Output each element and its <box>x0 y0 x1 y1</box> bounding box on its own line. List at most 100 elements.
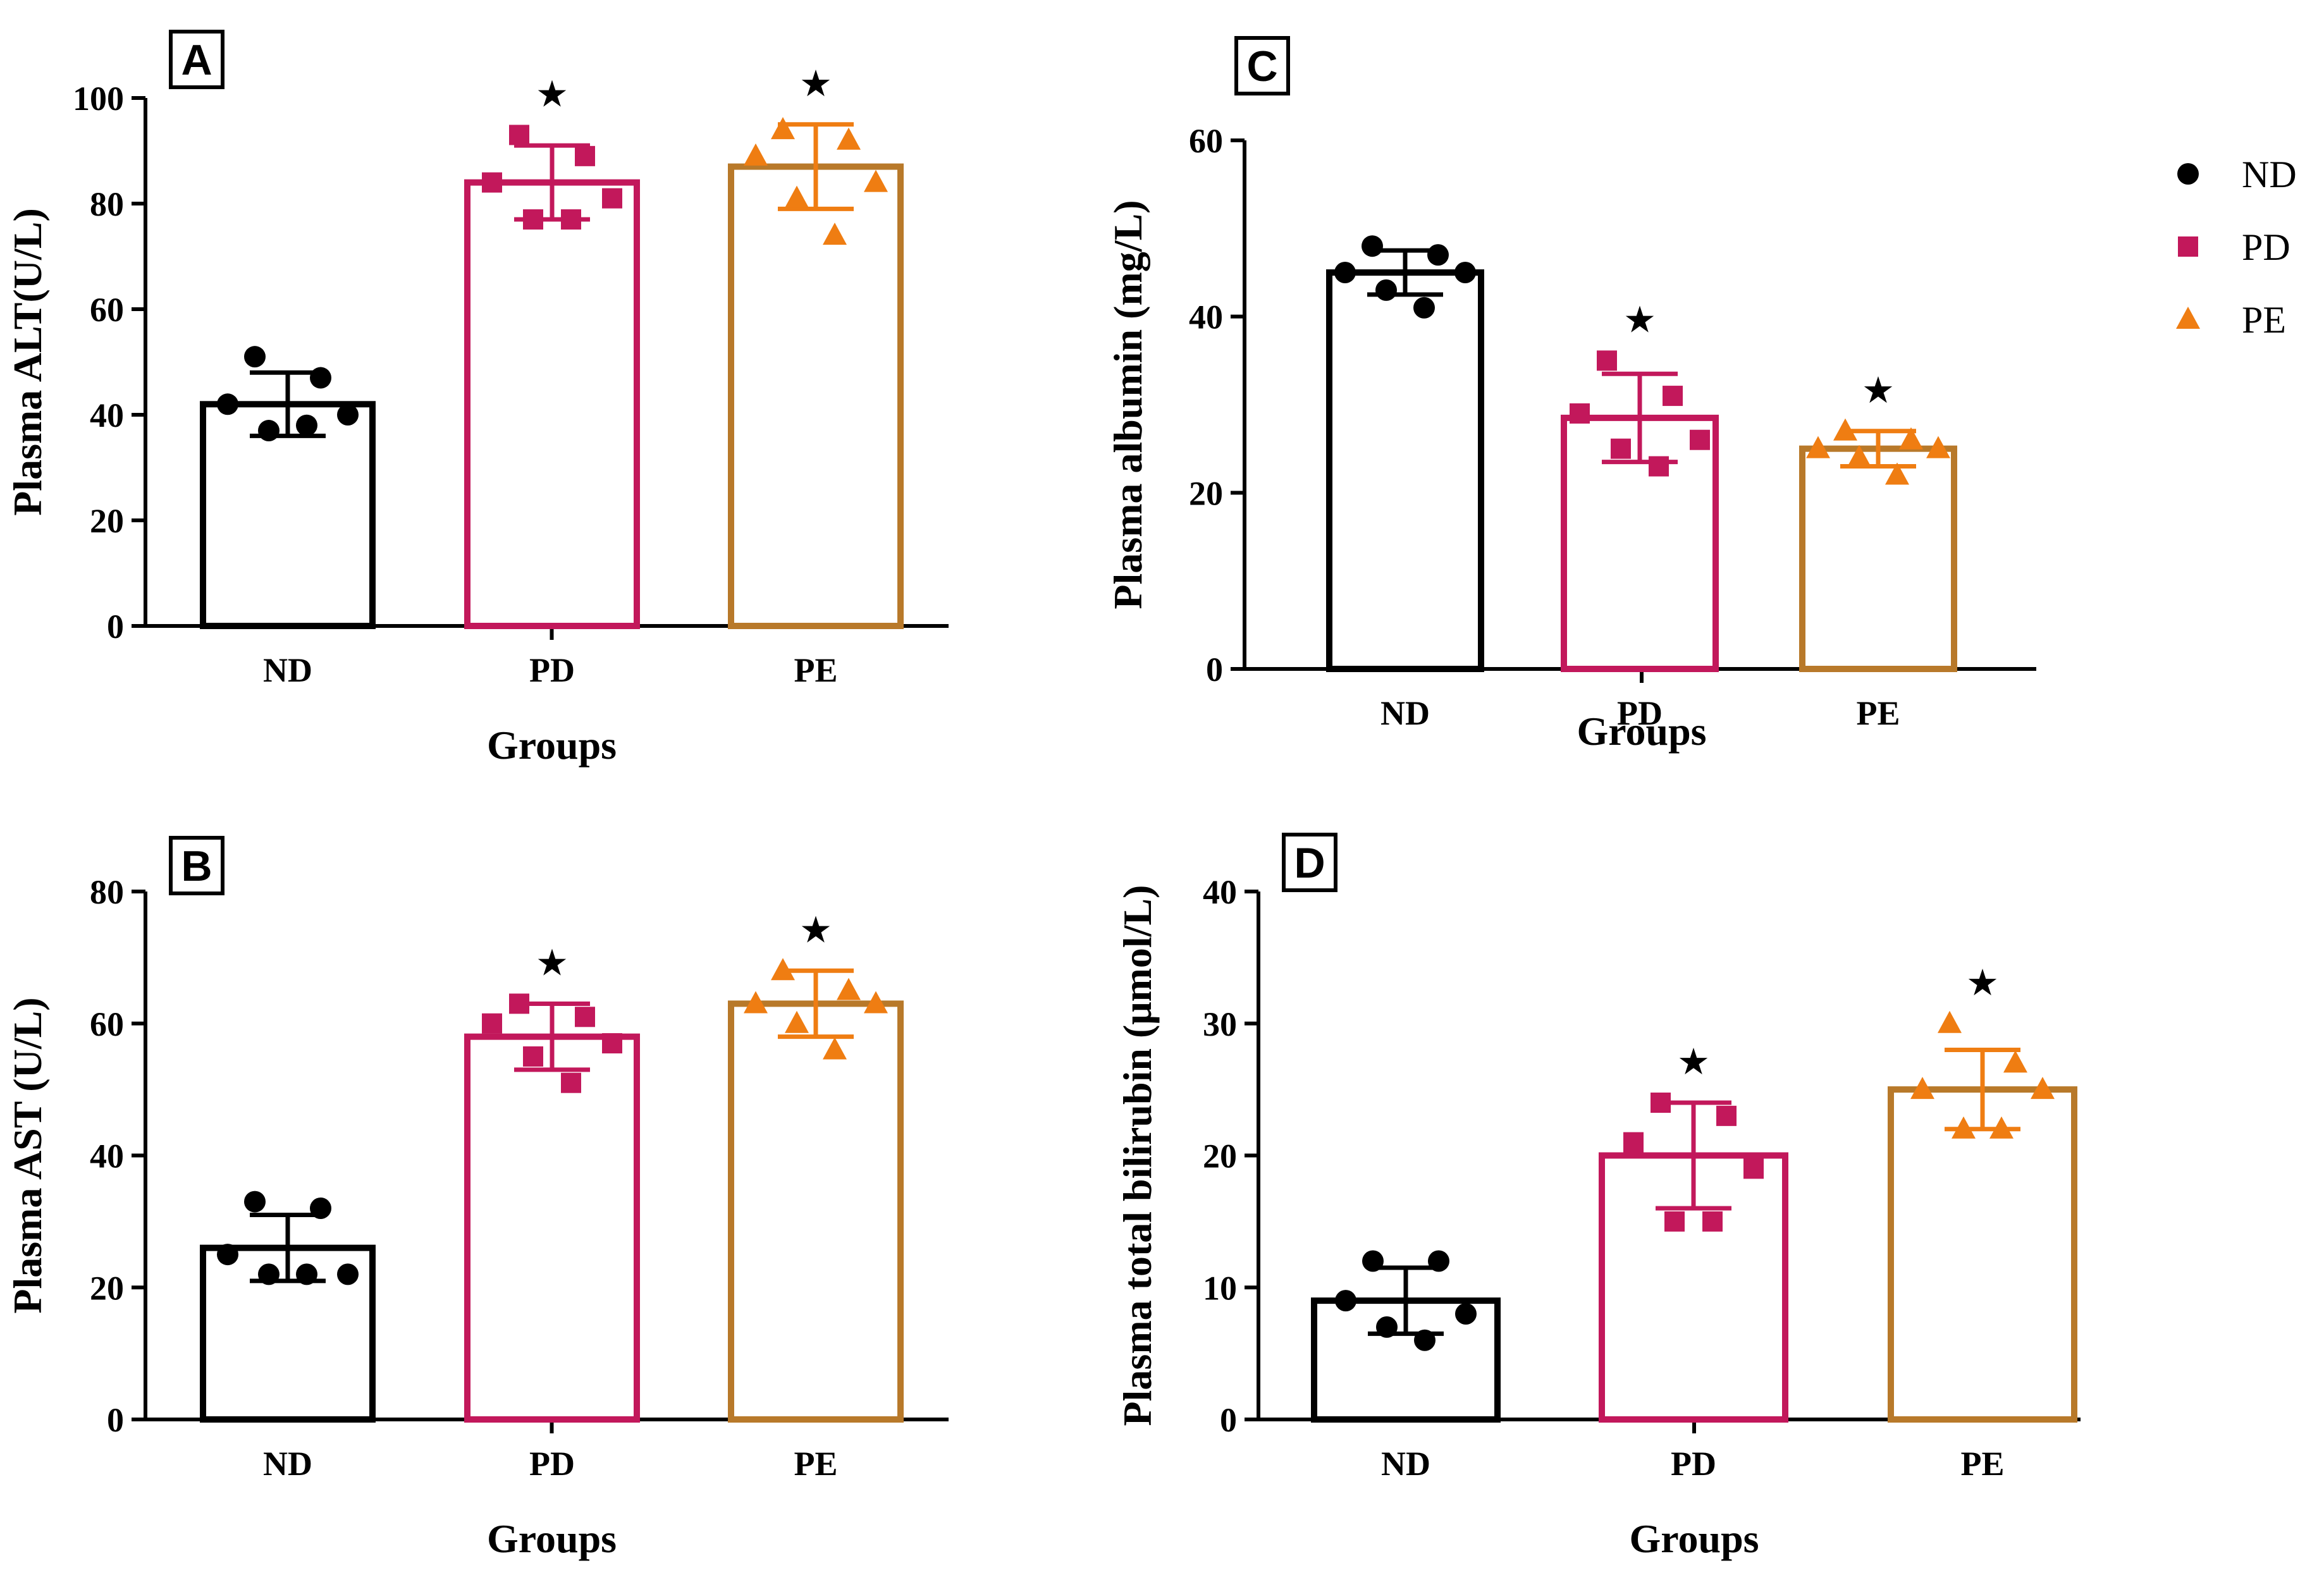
panel-letter: A <box>181 36 212 84</box>
y-tick-label: 20 <box>1203 1137 1237 1175</box>
data-point-pe <box>1899 427 1923 450</box>
y-tick-label: 100 <box>73 80 124 118</box>
data-point-nd <box>217 393 238 415</box>
data-point-pe <box>744 991 768 1014</box>
data-point-pe <box>1926 436 1950 458</box>
data-point-pe <box>771 117 795 140</box>
data-point-pe <box>1938 1010 1962 1033</box>
panel-letter: D <box>1294 839 1325 887</box>
data-point-pe <box>1952 1116 1976 1139</box>
panel-c: 0 20 40 60 ND PD ★ PE ★ Groups Plasma albumin (mg/… <box>1105 36 2036 754</box>
data-point-pd <box>1716 1105 1737 1126</box>
y-tick-label: 40 <box>1203 873 1237 911</box>
y-axis-title: Plasma ALT(U/L) <box>5 208 50 516</box>
data-point-pe <box>785 1010 809 1033</box>
bar-pe <box>728 163 904 629</box>
panel-a: 0 20 40 60 80 100 ND PD ★ PE ★ Groups Plasma ALT(U/L… <box>5 30 949 768</box>
panel-d: 0 10 20 30 40 ND PD ★ PE ★ Groups Plasma total bili… <box>1115 833 2081 1561</box>
data-point-nd <box>1362 235 1383 257</box>
y-tick-label: 20 <box>90 502 124 540</box>
data-point-pd <box>575 1007 595 1027</box>
bar-nd <box>1326 269 1484 672</box>
data-point-nd <box>296 1263 317 1285</box>
data-point-pe <box>1910 1077 1934 1100</box>
x-tick-label: PD <box>1617 694 1663 732</box>
y-axis-title: Plasma AST (U/L) <box>5 997 50 1313</box>
data-point-pe <box>864 991 888 1014</box>
data-point-pd <box>523 209 543 230</box>
data-point-pd <box>1570 403 1590 424</box>
x-tick-label: PE <box>1960 1445 2004 1483</box>
panel-letter-box <box>169 836 224 895</box>
data-point-pe <box>837 977 861 1000</box>
y-tick-label: 80 <box>90 873 124 911</box>
legend: ND PD PE <box>2176 154 2297 341</box>
y-tick-label: 60 <box>90 291 124 329</box>
data-point-pd <box>1702 1211 1723 1232</box>
significance-star: ★ <box>536 941 569 984</box>
x-axis-title: Groups <box>487 1516 617 1561</box>
data-point-pd <box>523 1046 543 1067</box>
data-point-pe <box>823 223 847 245</box>
data-point-nd <box>217 1244 238 1266</box>
bar-pe <box>1799 445 1957 673</box>
data-point-pd <box>482 172 502 193</box>
panel-letter-box <box>1282 833 1337 892</box>
y-tick-label: 60 <box>90 1005 124 1043</box>
y-tick-label: 0 <box>107 608 124 646</box>
data-point-pd <box>1743 1158 1764 1179</box>
data-point-nd <box>1375 279 1397 301</box>
significance-star: ★ <box>799 908 832 951</box>
data-point-pe <box>2031 1077 2055 1100</box>
significance-star: ★ <box>1862 369 1895 412</box>
data-point-pd <box>1651 1093 1671 1113</box>
data-point-pd <box>1664 1211 1685 1232</box>
data-point-pd <box>602 1033 622 1054</box>
data-point-pd <box>482 1013 502 1034</box>
data-point-pe <box>823 1037 847 1060</box>
data-point-nd <box>1413 297 1435 319</box>
significance-star: ★ <box>1677 1040 1710 1083</box>
x-tick-label: PD <box>529 651 575 689</box>
x-tick-label: PE <box>794 651 837 689</box>
data-point-pd <box>561 209 581 230</box>
data-point-pd <box>561 1072 581 1093</box>
panel-letter: C <box>1246 42 1277 90</box>
y-tick-label: 40 <box>90 1137 124 1175</box>
significance-star: ★ <box>536 72 569 115</box>
data-point-nd <box>258 420 280 442</box>
data-point-nd <box>337 404 359 426</box>
data-point-pe <box>837 127 861 150</box>
data-point-pd <box>1597 350 1617 371</box>
legend-label-pe: PE <box>2242 299 2286 341</box>
data-point-pe <box>1885 462 1909 485</box>
data-point-nd <box>310 1198 331 1219</box>
data-point-pe <box>744 143 768 166</box>
data-point-nd <box>1428 1250 1449 1272</box>
x-tick-label: ND <box>1381 1445 1430 1483</box>
data-point-nd <box>337 1263 359 1285</box>
significance-star: ★ <box>1623 298 1656 341</box>
data-point-pd <box>509 993 529 1014</box>
data-point-pe <box>771 958 795 981</box>
y-tick-label: 80 <box>90 185 124 223</box>
panel-b: 0 20 40 60 80 ND PD ★ PE ★ Groups Plasma AST (U/L) B <box>5 836 949 1561</box>
data-point-nd <box>296 414 317 436</box>
data-point-pd <box>1623 1132 1644 1153</box>
data-point-pe <box>1847 444 1871 467</box>
data-point-pe <box>2003 1050 2027 1073</box>
data-point-nd <box>244 346 266 368</box>
y-tick-label: 0 <box>107 1401 124 1439</box>
significance-star: ★ <box>799 62 832 105</box>
data-point-pd <box>602 188 622 209</box>
legend-marker-nd <box>2177 163 2199 185</box>
data-point-nd <box>1362 1250 1384 1272</box>
y-tick-label: 60 <box>1189 122 1223 160</box>
data-point-nd <box>1335 1290 1356 1312</box>
bar-pd <box>464 179 640 630</box>
y-tick-label: 40 <box>1189 298 1223 336</box>
x-tick-label: ND <box>263 651 312 689</box>
bar-pd <box>464 1033 640 1423</box>
legend-marker-pe <box>2176 307 2200 329</box>
